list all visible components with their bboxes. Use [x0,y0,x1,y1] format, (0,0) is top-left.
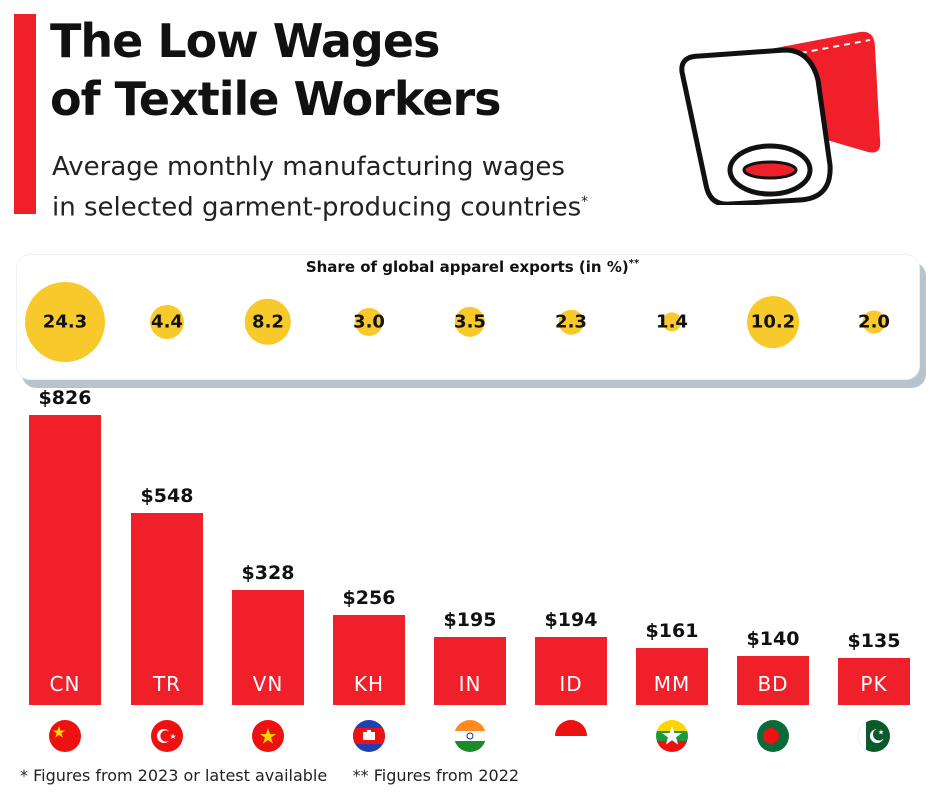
bar-category-kh: KH [353,672,385,696]
export-share-bubble-cn [25,282,105,362]
bar-bd [737,656,809,705]
bar-id [535,637,607,705]
indonesia-flag-icon [555,720,587,752]
export-share-label-tr: 4.4 [151,311,183,333]
export-share-footnote-mark: ** [628,258,640,269]
bar-value-kh: $256 [342,587,396,609]
bar-cn [29,415,101,705]
export-share-label-cn: 24.3 [42,311,88,333]
bangladesh-flag-icon [757,720,789,752]
bar-category-pk: PK [860,672,888,696]
bar-kh [333,615,405,705]
export-share-label-in: 3.5 [454,311,486,333]
footnote: * Figures from 2023 or latest available … [20,766,520,785]
bar-value-pk: $135 [847,630,901,652]
export-share-bubble-kh [354,307,384,337]
export-share-label-id: 2.3 [555,311,587,333]
bar-category-vn: VN [252,672,284,696]
roll-core [742,160,798,180]
india-flag-icon [454,720,486,752]
bar-value-id: $194 [544,609,598,631]
bar-value-cn: $826 [38,387,92,409]
bar-category-cn: CN [49,672,81,696]
bar-category-id: ID [559,672,583,696]
export-share-bubble-bd [747,296,799,348]
bar-tr [131,513,203,705]
bar-value-vn: $328 [241,562,295,584]
export-share-bubble-id [558,309,584,335]
pakistan-flag-icon [858,720,890,752]
bar-vn [232,590,304,705]
export-share-label-vn: 8.2 [252,311,284,333]
export-share-label-mm: 1.4 [656,311,688,333]
cambodia-flag-icon [353,720,385,752]
accent-bar [14,14,36,214]
subtitle: Average monthly manufacturing wages in s… [52,150,672,226]
bar-category-bd: BD [757,672,789,696]
title-line-1: The Low Wages [50,14,440,68]
bar-category-in: IN [458,672,482,696]
export-share-bubble-pk [862,310,886,334]
wage-bar-chart: $826 CN $548 TR $328 VN $256 KH $195 IN $194 ID $161… [0,380,945,752]
bar-value-in: $195 [443,609,497,631]
vietnam-flag-icon [252,720,284,752]
export-share-bubble-in [454,306,486,338]
export-share-bubble-tr [149,304,185,340]
subtitle-line-2: in selected garment-producing countries [52,192,582,223]
bar-value-tr: $548 [140,485,194,507]
export-share-bubbles: 24.3 4.4 8.2 3.0 3.5 2.3 1.4 10.2 2.0 [0,280,945,370]
china-flag-icon [49,720,81,752]
export-share-title: Share of global apparel exports (in %)** [0,258,945,276]
export-share-label-bd: 10.2 [750,311,796,333]
turkey-flag-icon [151,720,183,752]
export-share-bubble-vn [244,298,292,346]
page-title: The Low Wages of Textile Workers [50,12,610,128]
bar-category-tr: TR [152,672,182,696]
export-share-label-pk: 2.0 [858,311,890,333]
fabric-roll-illustration [679,31,881,205]
export-share-bubble-mm [662,312,682,332]
bar-pk [838,658,910,705]
subtitle-line-1: Average monthly manufacturing wages [52,152,565,182]
subtitle-footnote-mark: * [581,194,589,210]
bar-value-mm: $161 [645,620,699,642]
bar-category-mm: MM [653,672,691,696]
export-share-title-text: Share of global apparel exports (in %) [305,258,629,276]
myanmar-flag-icon [656,720,688,752]
bar-mm [636,648,708,705]
bar-value-bd: $140 [746,628,800,650]
title-line-2: of Textile Workers [50,72,502,126]
export-share-label-kh: 3.0 [353,311,385,333]
bar-in [434,637,506,705]
